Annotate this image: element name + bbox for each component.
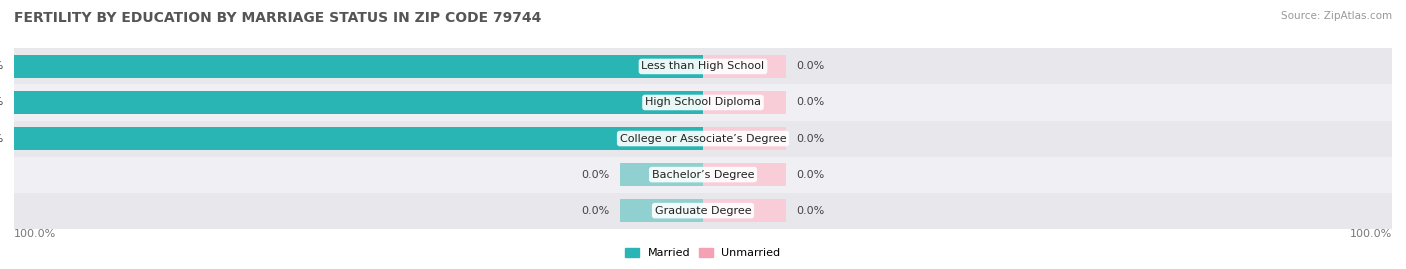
Text: 100.0%: 100.0%: [0, 97, 4, 108]
Text: 0.0%: 0.0%: [796, 133, 824, 144]
Bar: [703, 163, 786, 186]
Bar: [0, 193, 1406, 229]
Text: Source: ZipAtlas.com: Source: ZipAtlas.com: [1281, 11, 1392, 21]
Text: 0.0%: 0.0%: [796, 97, 824, 108]
Bar: [0, 48, 1406, 84]
Text: 100.0%: 100.0%: [14, 229, 56, 239]
Text: 0.0%: 0.0%: [582, 206, 610, 216]
Text: Less than High School: Less than High School: [641, 61, 765, 72]
Text: 0.0%: 0.0%: [796, 169, 824, 180]
Text: 0.0%: 0.0%: [582, 169, 610, 180]
Bar: [703, 127, 786, 150]
Text: High School Diploma: High School Diploma: [645, 97, 761, 108]
Legend: Married, Unmarried: Married, Unmarried: [621, 243, 785, 263]
Text: 100.0%: 100.0%: [1350, 229, 1392, 239]
Text: College or Associate’s Degree: College or Associate’s Degree: [620, 133, 786, 144]
Text: 0.0%: 0.0%: [796, 61, 824, 72]
Text: Bachelor’s Degree: Bachelor’s Degree: [652, 169, 754, 180]
Bar: [620, 199, 703, 222]
Bar: [0, 157, 1406, 193]
Text: FERTILITY BY EDUCATION BY MARRIAGE STATUS IN ZIP CODE 79744: FERTILITY BY EDUCATION BY MARRIAGE STATU…: [14, 11, 541, 25]
Bar: [14, 55, 703, 78]
Bar: [14, 91, 703, 114]
Bar: [14, 127, 703, 150]
Text: 100.0%: 100.0%: [0, 133, 4, 144]
Bar: [0, 121, 1406, 157]
Bar: [620, 163, 703, 186]
Text: 100.0%: 100.0%: [0, 61, 4, 72]
Text: Graduate Degree: Graduate Degree: [655, 206, 751, 216]
Text: 0.0%: 0.0%: [796, 206, 824, 216]
Bar: [703, 91, 786, 114]
Bar: [703, 199, 786, 222]
Bar: [703, 55, 786, 78]
Bar: [0, 84, 1406, 121]
